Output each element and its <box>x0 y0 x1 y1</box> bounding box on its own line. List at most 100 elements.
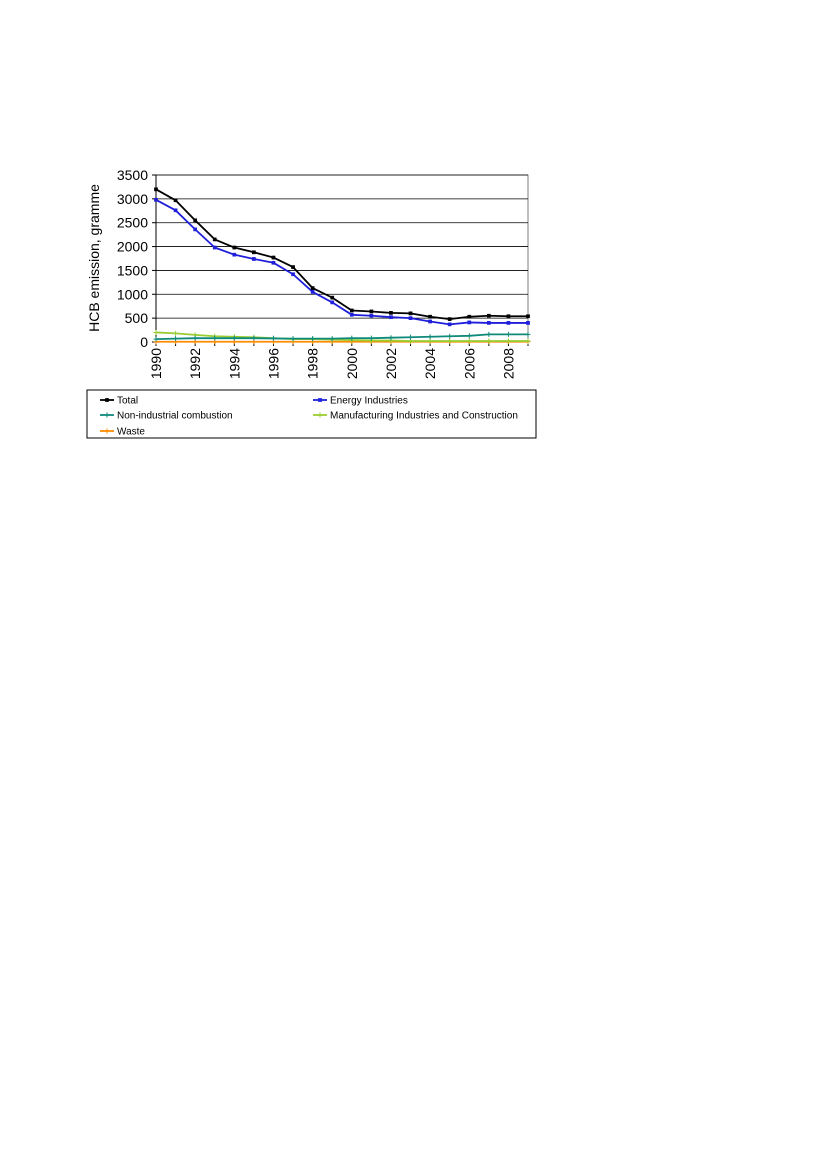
data-point <box>330 295 335 300</box>
data-point <box>104 412 110 418</box>
data-point <box>173 198 178 203</box>
data-point <box>173 336 179 342</box>
y-tick-label: 500 <box>125 310 149 326</box>
data-point <box>154 187 158 192</box>
x-tick-label: 1994 <box>226 348 242 379</box>
x-tick-label: 2008 <box>500 348 516 379</box>
data-point <box>192 335 198 341</box>
y-axis: 0 500 1000 1500 2000 2500 3000 3500 <box>117 167 157 350</box>
x-axis: 1990 1992 1994 1996 1998 2000 2002 2004 2006 2008 <box>148 341 529 379</box>
y-tick-label: 0 <box>140 334 148 350</box>
data-point <box>173 208 178 213</box>
x-tick-label: 1990 <box>148 348 164 379</box>
data-point <box>349 308 354 313</box>
legend-entry: Total <box>100 396 138 407</box>
data-point <box>291 272 295 277</box>
data-point <box>232 252 237 257</box>
data-point <box>505 331 511 337</box>
series-line <box>155 188 528 320</box>
legend-label: Total <box>117 396 138 407</box>
data-point <box>447 338 453 344</box>
legend: Total Energy Industries Non-industrial com… <box>86 389 537 439</box>
series-non-industrial-combustion <box>153 331 531 342</box>
series-energy-industries <box>154 197 530 327</box>
series-line <box>155 331 528 342</box>
legend-label: Manufacturing Industries and Constructio… <box>330 411 518 422</box>
data-point <box>310 290 315 294</box>
data-point <box>330 300 335 305</box>
x-tick-label: 2002 <box>383 348 399 379</box>
data-point <box>369 313 374 318</box>
data-point <box>329 336 335 342</box>
data-point <box>193 218 198 223</box>
data-point <box>318 398 322 402</box>
plot-area <box>155 174 529 343</box>
data-point <box>153 336 159 342</box>
legend-entry: Manufacturing Industries and Constructio… <box>313 411 518 422</box>
legend-label: Non-industrial combustion <box>117 411 233 422</box>
data-point <box>231 335 237 341</box>
data-point <box>389 315 393 320</box>
data-point <box>506 321 511 325</box>
data-point <box>427 334 433 340</box>
data-point <box>154 197 158 202</box>
data-point <box>153 329 159 335</box>
data-point <box>467 320 472 325</box>
data-point <box>447 322 452 327</box>
data-point <box>486 313 491 318</box>
data-point <box>310 286 315 290</box>
data-point <box>252 257 256 261</box>
data-point <box>428 319 432 324</box>
data-point <box>389 311 393 315</box>
x-tick-label: 2000 <box>344 348 360 379</box>
legend-entry: Non-industrial combustion <box>100 411 233 422</box>
data-point <box>271 260 276 265</box>
data-point <box>212 237 217 242</box>
legend-entry: Waste <box>100 427 145 438</box>
y-tick-label: 2500 <box>117 215 148 231</box>
data-point <box>317 412 323 418</box>
data-point <box>270 335 276 341</box>
data-point <box>369 309 374 314</box>
data-point <box>290 336 296 342</box>
data-point <box>193 227 198 232</box>
data-point <box>447 333 453 339</box>
legend-label: Energy Industries <box>330 396 408 407</box>
data-point <box>427 338 433 344</box>
data-point <box>408 316 413 320</box>
x-tick-label: 1998 <box>305 348 321 379</box>
data-point <box>310 336 316 342</box>
legend-label: Waste <box>117 427 145 438</box>
data-point <box>349 312 354 317</box>
y-tick-label: 3500 <box>117 167 148 183</box>
data-point <box>447 317 452 321</box>
y-tick-label: 1000 <box>117 286 148 302</box>
series-lines <box>153 187 531 345</box>
y-tick-label: 2000 <box>117 239 148 255</box>
data-point <box>466 338 472 344</box>
data-point <box>173 330 179 336</box>
series-total <box>154 187 530 321</box>
data-point <box>486 321 491 325</box>
data-point <box>291 265 295 269</box>
data-point <box>271 255 276 260</box>
x-tick-label: 2004 <box>422 348 438 379</box>
legend-entry: Energy Industries <box>313 396 408 407</box>
series-line <box>155 333 528 341</box>
data-point <box>349 335 355 341</box>
gridlines <box>156 174 528 319</box>
data-point <box>212 335 218 341</box>
x-tick-label: 1996 <box>265 348 281 379</box>
y-axis-title: HCB emission, gramme <box>86 184 102 332</box>
data-point <box>486 331 492 337</box>
y-tick-label: 3000 <box>117 191 148 207</box>
data-point <box>505 338 511 344</box>
data-point <box>368 335 374 341</box>
data-point <box>428 314 432 319</box>
legend-box <box>86 389 537 439</box>
data-point <box>526 321 530 325</box>
data-point <box>526 314 530 319</box>
data-point <box>252 250 256 255</box>
x-tick-label: 1992 <box>187 348 203 379</box>
